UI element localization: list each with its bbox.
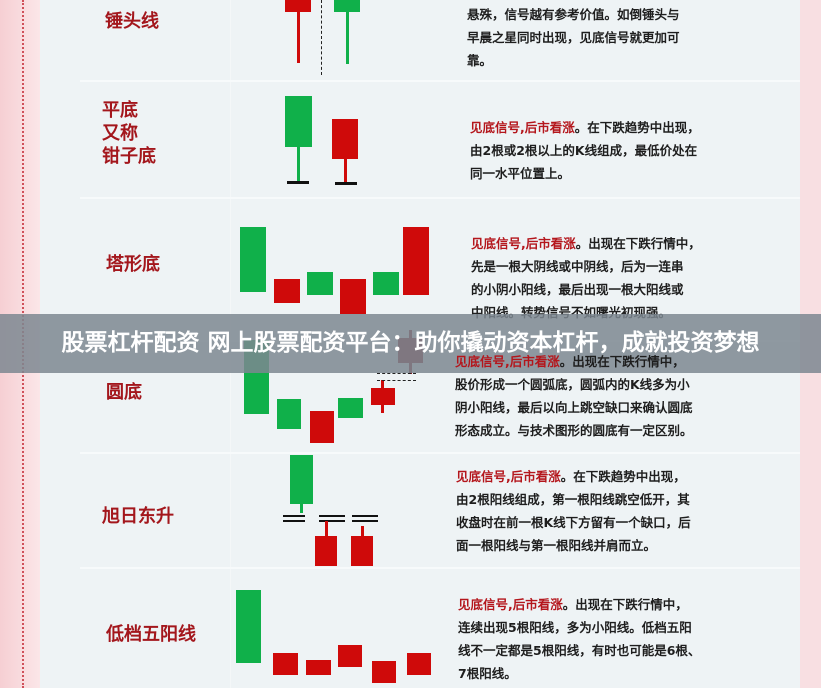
candle-wick — [325, 521, 328, 536]
desc-text: 。在下跌趋势中出现， — [574, 120, 700, 135]
gap-line — [283, 520, 305, 522]
desc-text: 。出现在下跌行情中， — [559, 354, 685, 369]
signal-highlight: 见底信号,后市看涨 — [456, 469, 561, 484]
desc-line: 由2根阳线组成，第一根阳线跳空低开，其 — [456, 492, 690, 507]
candle-body-up — [306, 660, 331, 675]
gap-line — [319, 520, 345, 522]
pattern-desc-tower-bottom: 见底信号,后市看涨。出现在下跌行情中， 先是一根大阴线或中阴线，后为一连串 的小… — [471, 232, 721, 324]
candle-body-up — [372, 661, 396, 683]
desc-line: 见底信号,后市看涨。在下跌趋势中出现， — [456, 465, 726, 488]
desc-line: 悬殊，信号越有参考价值。如倒锤头与 — [467, 7, 680, 22]
candle-body-up — [274, 279, 300, 303]
candle-wick — [297, 147, 300, 182]
pattern-label-rising-sun: 旭日东升 — [102, 506, 174, 527]
candle-body-down — [338, 398, 363, 418]
candle-body-down — [277, 399, 301, 429]
desc-text: 。出现在下跌行情中， — [562, 597, 688, 612]
candle-body-down — [290, 455, 313, 504]
row-divider — [80, 80, 800, 82]
desc-line: 面一根阳线与第一根阳线并肩而立。 — [456, 538, 657, 553]
desc-line: 股价形成一个圆弧底，圆弧内的K线多为小 — [455, 377, 690, 392]
pattern-label-round-bottom: 圆底 — [106, 382, 142, 403]
label-line: 又称 — [102, 123, 138, 144]
desc-line: 见底信号,后市看涨。在下跌趋势中出现， — [470, 116, 720, 139]
support-line — [335, 182, 357, 185]
pattern-label-low-five-yang: 低档五阳线 — [106, 624, 196, 645]
gap-line — [377, 380, 416, 381]
label-line: 平底 — [102, 100, 138, 121]
support-line — [287, 181, 309, 184]
candle-body-up — [340, 279, 366, 314]
row-divider — [80, 452, 800, 454]
desc-line: 阴小阳线，最后以向上跳空缺口来确认圆底 — [455, 400, 693, 415]
desc-line: 早晨之星同时出现，见底信号就更加可 — [467, 30, 680, 45]
row-divider — [80, 197, 800, 199]
desc-text: 。出现在下跌行情中， — [575, 236, 701, 251]
candle-body-down — [373, 272, 399, 295]
signal-highlight: 见底信号,后市看涨 — [458, 597, 563, 612]
candle-body-up — [403, 227, 429, 295]
desc-line: 线不一定都是5根阳线，有时也可能是6根、 — [458, 643, 701, 658]
candle-body-down — [240, 227, 266, 292]
desc-line: 收盘时在前一根K线下方留有一个缺口，后 — [456, 515, 691, 530]
desc-line: 连续出现5根阳线，多为小阳线。低档五阳 — [458, 620, 692, 635]
candle-body-up — [371, 388, 395, 405]
pattern-label-flat-bottom: 平底 又称 钳子底 — [102, 99, 156, 168]
gap-line — [352, 515, 378, 517]
signal-highlight: 见底信号,后市看涨 — [455, 354, 560, 369]
candle-body-down — [307, 272, 333, 295]
candle-wick — [344, 159, 347, 183]
candle-wick — [346, 12, 349, 64]
candle-body-down — [285, 96, 312, 147]
candle-body-down — [236, 590, 261, 663]
pattern-label-hammer: 锤头线 — [105, 11, 159, 32]
candle-wick — [300, 504, 303, 513]
gap-line — [319, 515, 345, 517]
gap-line — [283, 515, 305, 517]
separator-dashed — [321, 0, 322, 75]
pattern-label-tower-bottom: 塔形底 — [106, 254, 160, 275]
candle-wick — [361, 526, 364, 536]
pattern-desc-low-five-yang: 见底信号,后市看涨。出现在下跌行情中， 连续出现5根阳线，多为小阳线。低档五阳 … — [458, 593, 728, 685]
desc-line: 见底信号,后市看涨。出现在下跌行情中， — [458, 593, 728, 616]
desc-line: 先是一根大阴线或中阴线，后为一连串 — [471, 259, 684, 274]
candle-body-up — [338, 645, 362, 667]
gap-line — [377, 373, 416, 374]
candle-body-up — [351, 536, 373, 566]
desc-line: 7根阳线。 — [458, 666, 517, 681]
label-line: 钳子底 — [102, 146, 156, 167]
desc-line: 由2根或2根以上的K线组成，最低价处在 — [470, 143, 698, 158]
candle-body-up — [315, 536, 337, 566]
candle-body-up — [407, 653, 431, 675]
row-divider — [80, 567, 800, 569]
desc-line: 见底信号,后市看涨。出现在下跌行情中， — [455, 350, 735, 373]
candle-body-down — [334, 0, 360, 12]
candle-body-up — [332, 119, 358, 159]
desc-line: 见底信号,后市看涨。出现在下跌行情中， — [471, 232, 721, 255]
pattern-desc-flat-bottom: 见底信号,后市看涨。在下跌趋势中出现， 由2根或2根以上的K线组成，最低价处在 … — [470, 116, 720, 185]
candle-wick — [297, 12, 300, 63]
candle-body-up — [310, 411, 334, 443]
desc-line: 靠。 — [467, 53, 493, 68]
pattern-desc-rising-sun: 见底信号,后市看涨。在下跌趋势中出现， 由2根阳线组成，第一根阳线跳空低开，其 … — [456, 465, 726, 557]
signal-highlight: 见底信号,后市看涨 — [471, 236, 576, 251]
pattern-desc-round-bottom: 见底信号,后市看涨。出现在下跌行情中， 股价形成一个圆弧底，圆弧内的K线多为小 … — [455, 350, 735, 442]
desc-line: 同一水平位置上。 — [470, 166, 571, 181]
desc-line: 形态成立。与技术图形的圆底有一定区别。 — [455, 423, 693, 438]
desc-line: 的小阴小阳线，最后出现一根大阳线或 — [471, 282, 684, 297]
candle-body-up — [285, 0, 311, 12]
pattern-desc-hammer: 悬殊，信号越有参考价值。如倒锤头与 早晨之星同时出现，见底信号就更加可 靠。 — [467, 3, 717, 72]
signal-highlight: 见底信号,后市看涨 — [470, 120, 575, 135]
title-banner: 股票杠杆配资 网上股票配资平台：助你撬动资本杠杆，成就投资梦想 — [0, 314, 821, 373]
gap-line — [352, 520, 378, 522]
candle-body-up — [273, 653, 298, 675]
desc-text: 。在下跌趋势中出现， — [560, 469, 686, 484]
